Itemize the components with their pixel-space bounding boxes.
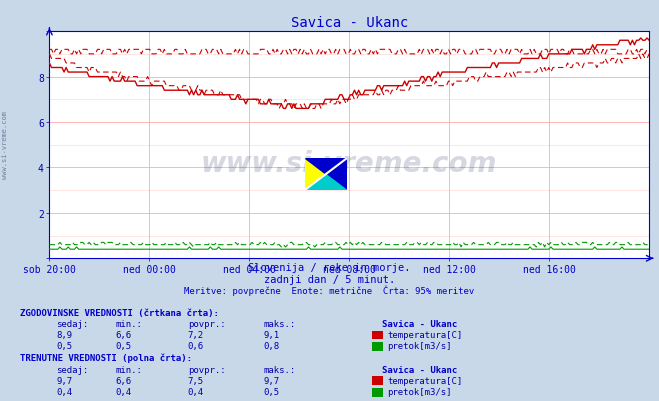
Text: Savica - Ukanc: Savica - Ukanc	[382, 365, 457, 374]
Text: 0,4: 0,4	[188, 387, 204, 396]
Text: maks.:: maks.:	[264, 365, 296, 374]
Text: Savica - Ukanc: Savica - Ukanc	[382, 319, 457, 328]
Text: 9,7: 9,7	[56, 376, 72, 385]
Text: 0,5: 0,5	[56, 342, 72, 350]
Text: pretok[m3/s]: pretok[m3/s]	[387, 342, 452, 350]
Text: 7,2: 7,2	[188, 330, 204, 339]
Text: povpr.:: povpr.:	[188, 365, 225, 374]
Text: zadnji dan / 5 minut.: zadnji dan / 5 minut.	[264, 274, 395, 284]
Text: pretok[m3/s]: pretok[m3/s]	[387, 387, 452, 396]
Text: 6,6: 6,6	[115, 376, 131, 385]
Text: temperatura[C]: temperatura[C]	[387, 376, 463, 385]
Text: 0,5: 0,5	[115, 342, 131, 350]
Text: 0,5: 0,5	[264, 387, 279, 396]
Text: 7,5: 7,5	[188, 376, 204, 385]
Text: Slovenija / reke in morje.: Slovenija / reke in morje.	[248, 263, 411, 273]
Text: 9,7: 9,7	[264, 376, 279, 385]
Text: 0,4: 0,4	[56, 387, 72, 396]
Text: min.:: min.:	[115, 365, 142, 374]
Text: TRENUTNE VREDNOSTI (polna črta):: TRENUTNE VREDNOSTI (polna črta):	[20, 353, 192, 363]
Text: maks.:: maks.:	[264, 319, 296, 328]
Text: 9,1: 9,1	[264, 330, 279, 339]
Text: 0,8: 0,8	[264, 342, 279, 350]
Title: Savica - Ukanc: Savica - Ukanc	[291, 16, 408, 30]
Text: 0,6: 0,6	[188, 342, 204, 350]
Text: www.si-vreme.com: www.si-vreme.com	[201, 150, 498, 178]
Text: sedaj:: sedaj:	[56, 319, 88, 328]
Text: sedaj:: sedaj:	[56, 365, 88, 374]
Text: Meritve: povprečne  Enote: metrične  Črta: 95% meritev: Meritve: povprečne Enote: metrične Črta:…	[185, 285, 474, 295]
Text: 8,9: 8,9	[56, 330, 72, 339]
Text: temperatura[C]: temperatura[C]	[387, 330, 463, 339]
Text: 6,6: 6,6	[115, 330, 131, 339]
Polygon shape	[304, 175, 347, 191]
Text: min.:: min.:	[115, 319, 142, 328]
Text: ZGODOVINSKE VREDNOSTI (črtkana črta):: ZGODOVINSKE VREDNOSTI (črtkana črta):	[20, 308, 219, 317]
Polygon shape	[304, 159, 347, 191]
Text: 0,4: 0,4	[115, 387, 131, 396]
Polygon shape	[304, 159, 347, 191]
Text: www.si-vreme.com: www.si-vreme.com	[2, 110, 9, 178]
Text: povpr.:: povpr.:	[188, 319, 225, 328]
